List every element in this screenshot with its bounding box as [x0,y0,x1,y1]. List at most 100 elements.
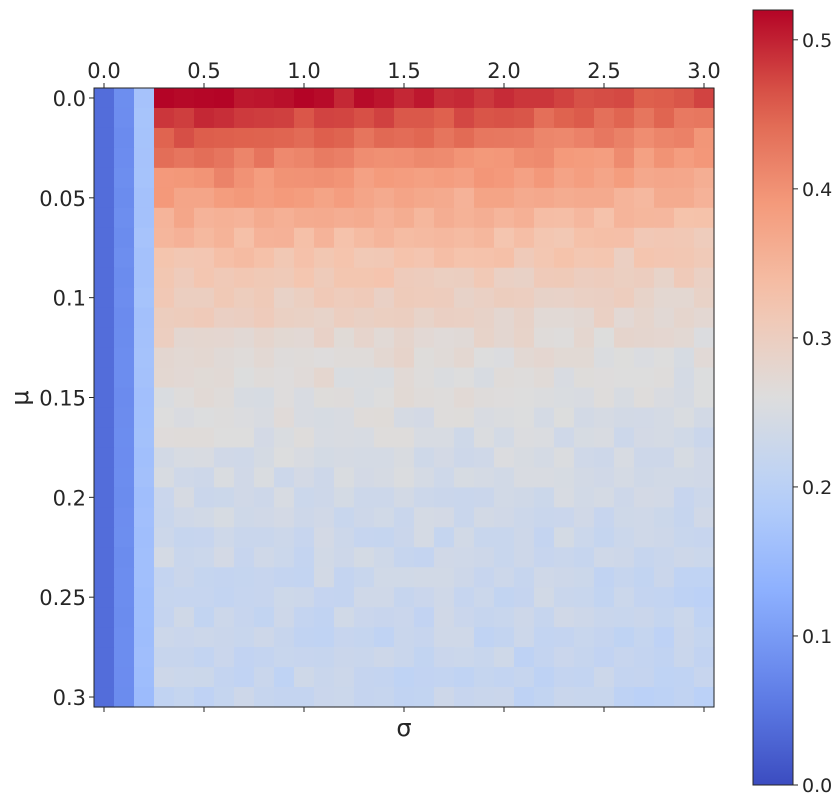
heatmap-cell [494,627,515,648]
heatmap-cell [514,407,535,429]
heatmap-cell [494,387,515,409]
heatmap-cell [94,587,115,608]
heatmap-cell [114,427,135,449]
heatmap-cell [394,687,415,708]
heatmap-cell [574,107,595,129]
heatmap-cell [394,467,415,488]
heatmap-cell [594,167,615,189]
heatmap-cell [534,667,555,688]
heatmap-cell [194,487,215,508]
heatmap-cell [274,387,295,409]
heatmap-cell [694,567,715,588]
heatmap-cell [634,487,655,508]
heatmap-cell [454,167,475,189]
heatmap-cell [334,447,355,468]
heatmap-cell [674,427,695,449]
heatmap-cell [154,167,175,189]
heatmap-cell [534,287,555,309]
heatmap-cell [294,107,315,129]
heatmap-cell [274,447,295,468]
heatmap-cell [154,467,175,488]
heatmap-cell [634,88,655,109]
heatmap-cell [514,167,535,189]
heatmap-cell [474,527,495,548]
heatmap-cell [214,88,235,109]
y-tick-label: 0.2 [53,486,86,510]
heatmap-cell [414,547,435,568]
heatmap-cell [674,667,695,688]
heatmap-cell [314,487,335,508]
heatmap-cell [474,667,495,688]
heatmap-cell [434,387,455,409]
heatmap-cell [614,447,635,468]
heatmap-cell [194,187,215,209]
heatmap-cell [234,647,255,668]
heatmap-cell [594,427,615,449]
heatmap-cell [674,487,695,508]
heatmap-cell [594,267,615,289]
heatmap-cell [474,167,495,189]
heatmap-cell [654,367,675,389]
heatmap-cell [474,367,495,389]
heatmap-cell [334,687,355,708]
heatmap-cell [94,447,115,468]
heatmap-cell [334,347,355,369]
heatmap-cell [514,687,535,708]
heatmap-cell [674,247,695,269]
heatmap-cell [334,147,355,169]
heatmap-cell [574,427,595,449]
heatmap-cell [574,127,595,149]
heatmap-cell [634,367,655,389]
heatmap-cell [494,447,515,468]
heatmap-cell [314,327,335,349]
heatmap-cell [174,667,195,688]
heatmap-cell [214,647,235,668]
heatmap-cell [394,407,415,429]
heatmap-cell [494,367,515,389]
y-tick-label: 0.05 [39,187,86,211]
heatmap-cell [374,287,395,309]
heatmap-cell [614,167,635,189]
heatmap-cell [574,407,595,429]
heatmap-cell [194,387,215,409]
heatmap-cell [514,187,535,209]
heatmap-cell [534,347,555,369]
heatmap-cell [454,627,475,648]
heatmap-cell [174,187,195,209]
colorbar-tick-label: 0.4 [802,179,832,201]
heatmap-cell [414,487,435,508]
heatmap-cell [354,107,375,129]
heatmap-cell [454,287,475,309]
heatmap-cell [194,467,215,488]
heatmap-cell [514,107,535,129]
heatmap-cell [114,407,135,429]
heatmap-cell [154,127,175,149]
heatmap-cell [114,507,135,528]
heatmap-cell [274,347,295,369]
heatmap-cell [134,327,155,349]
heatmap-cell [374,307,395,329]
heatmap-cell [614,427,635,449]
heatmap-cell [274,327,295,349]
heatmap-cell [674,127,695,149]
heatmap-cell [534,207,555,229]
heatmap-cell [514,627,535,648]
heatmap-cell [594,187,615,209]
heatmap-cell [174,167,195,189]
heatmap-cell [254,447,275,468]
heatmap-cell [134,207,155,229]
heatmap-cell [454,207,475,229]
heatmap-cell [294,467,315,488]
heatmap-cell [114,667,135,688]
heatmap-cell [294,227,315,249]
heatmap-cell [374,88,395,109]
heatmap-cell [194,307,215,329]
heatmap-cell [654,307,675,329]
heatmap-cell [574,267,595,289]
heatmap-cell [234,507,255,528]
heatmap-cell [634,267,655,289]
heatmap-cell [274,527,295,548]
heatmap-cell [94,647,115,668]
heatmap-cell [474,407,495,429]
heatmap-cell [414,367,435,389]
